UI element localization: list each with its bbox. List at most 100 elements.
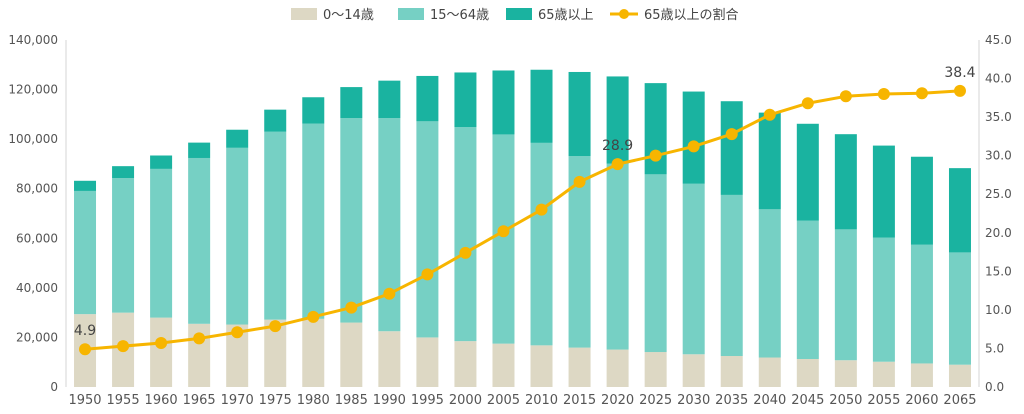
bar-segment (150, 317, 173, 387)
x-tick-label: 1965 (183, 393, 216, 408)
y-right-tick-label: 40.0 (985, 72, 1012, 86)
x-tick-label: 2050 (829, 393, 862, 408)
y-right-tick-label: 20.0 (985, 226, 1012, 240)
ratio-point (155, 337, 168, 350)
y-right-tick-label: 5.0 (985, 341, 1004, 355)
bar-segment (226, 129, 249, 148)
y-right-tick-label: 35.0 (985, 110, 1012, 124)
ratio-point (307, 310, 320, 323)
x-tick-label: 2000 (449, 393, 482, 408)
bar-segment (378, 118, 401, 332)
ratio-point (687, 140, 700, 153)
x-tick-label: 2055 (867, 393, 900, 408)
bar-segment (454, 341, 477, 387)
x-tick-label: 2040 (753, 393, 786, 408)
ratio-point (535, 203, 548, 216)
ratio-point (649, 149, 662, 162)
ratio-point (915, 87, 928, 100)
x-tick-label: 1975 (259, 393, 292, 408)
x-tick-label: 2030 (677, 393, 710, 408)
bar-segment (644, 174, 667, 353)
data-label: 28.9 (602, 138, 633, 154)
x-tick-label: 2035 (715, 393, 748, 408)
y-left-tick-label: 120,000 (8, 83, 58, 97)
x-tick-label: 2005 (487, 393, 520, 408)
y-left-tick-label: 20,000 (16, 330, 58, 344)
x-tick-label: 2060 (905, 393, 938, 408)
bar-segment (188, 157, 211, 324)
bar-segment (796, 358, 819, 387)
legend-label: 65歳以上の割合 (644, 7, 739, 23)
bar-segment (530, 142, 553, 346)
legend: 0～14歳 15～64歳 65歳以上 65歳以上の割合 (291, 7, 739, 23)
ratio-point (763, 108, 776, 121)
y-axis-right: 0.0 5.0 10.0 15.0 20.0 25.0 30.0 35.0 40.0 45.0 (978, 33, 1012, 394)
legend-marker (619, 9, 629, 19)
bar-segment (378, 331, 401, 387)
x-tick-label: 2065 (943, 393, 976, 408)
y-right-tick-label: 25.0 (985, 187, 1012, 201)
x-tick-label: 1955 (107, 393, 140, 408)
bar-segment (454, 126, 477, 342)
ratio-point (839, 90, 852, 103)
bar-segment (758, 357, 781, 387)
bar-segment (834, 360, 857, 387)
bar-segment (568, 155, 591, 348)
bar-segment (226, 324, 249, 387)
bar-segment (378, 80, 401, 119)
legend-label: 65歳以上 (538, 8, 594, 23)
legend-item: 15～64歳 (398, 8, 489, 23)
x-tick-label: 2010 (525, 393, 558, 408)
bar-segment (644, 83, 667, 175)
ratio-point (383, 287, 396, 300)
x-tick-label: 2015 (563, 393, 596, 408)
bar-segment (530, 345, 553, 387)
bar-segment (454, 72, 477, 127)
bar-segment (644, 352, 667, 387)
bar-segment (606, 163, 629, 350)
legend-item: 65歳以上の割合 (610, 7, 739, 23)
bar-segment (910, 156, 933, 245)
bar-segment (340, 322, 363, 387)
ratio-point (269, 320, 282, 333)
data-label: 38.4 (944, 65, 975, 81)
legend-label: 15～64歳 (430, 8, 489, 23)
data-label: 4.9 (74, 323, 96, 339)
bar-segment (568, 347, 591, 387)
bar-segment (416, 121, 439, 338)
bar-segment (264, 109, 287, 132)
x-tick-label: 1995 (411, 393, 444, 408)
legend-item: 65歳以上 (506, 8, 594, 23)
bar-segment (606, 76, 629, 164)
bar-segment (416, 337, 439, 387)
bar-segment (948, 252, 971, 365)
bar-segment (74, 190, 97, 315)
bar-segment (492, 134, 515, 344)
ratio-point (801, 97, 814, 110)
ratio-point (953, 84, 966, 97)
bar-segment (910, 244, 933, 364)
bar-segment (758, 112, 781, 210)
y-left-tick-label: 80,000 (16, 182, 58, 196)
bar-segment (302, 123, 325, 319)
bar-segment (910, 363, 933, 387)
ratio-point (231, 326, 244, 339)
y-right-tick-label: 0.0 (985, 380, 1004, 394)
y-right-tick-label: 30.0 (985, 149, 1012, 163)
x-tick-label: 2045 (791, 393, 824, 408)
x-tick-label: 1990 (373, 393, 406, 408)
bar-segment (112, 166, 135, 179)
bar-segment (416, 75, 439, 122)
bar-segment (492, 70, 515, 135)
bar-segment (796, 123, 819, 221)
bar-segment (872, 237, 895, 362)
bar-segment (796, 220, 819, 359)
x-tick-label: 2025 (639, 393, 672, 408)
ratio-point (421, 268, 434, 281)
bar-segment (682, 354, 705, 387)
y-left-tick-label: 100,000 (8, 132, 58, 146)
bar-segment (682, 91, 705, 184)
legend-swatch (291, 8, 317, 20)
bar-segment (302, 97, 325, 124)
x-tick-label: 1960 (145, 393, 178, 408)
